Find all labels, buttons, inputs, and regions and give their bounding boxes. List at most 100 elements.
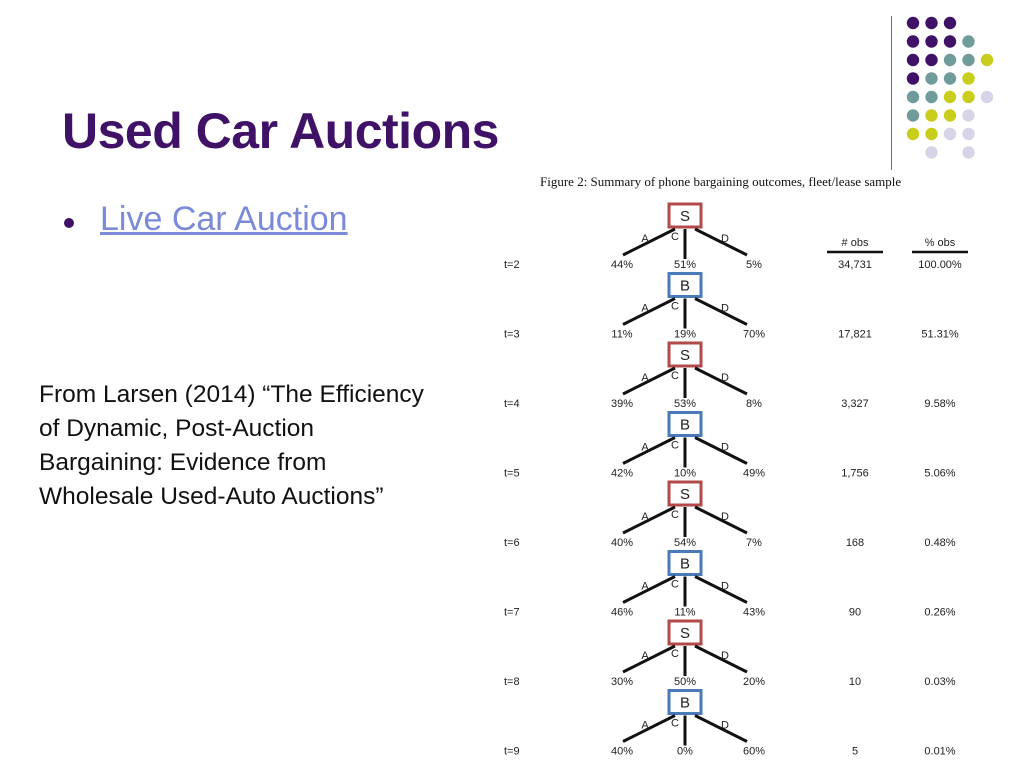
node-label: B bbox=[680, 695, 690, 712]
period-label: t=6 bbox=[504, 537, 520, 549]
obs-pct: 0.03% bbox=[924, 676, 955, 688]
branch-a-label: A bbox=[641, 233, 649, 245]
bargaining-figure: Figure 2: Summary of phone bargaining ou… bbox=[496, 168, 996, 768]
branch-d-label: D bbox=[721, 581, 729, 593]
counter-pct: 50% bbox=[674, 676, 696, 688]
decline-pct: 20% bbox=[743, 676, 765, 688]
node-s-box bbox=[667, 480, 703, 507]
decline-pct: 5% bbox=[746, 259, 762, 271]
decorative-dot bbox=[906, 72, 920, 85]
obs-pct: 0.01% bbox=[924, 746, 955, 758]
citation-line: of Dynamic, Post-Auction bbox=[39, 415, 315, 442]
branch-c-label: C bbox=[671, 370, 679, 382]
branch-c-label: C bbox=[671, 231, 679, 243]
decorative-dot bbox=[943, 53, 957, 67]
node-label: S bbox=[680, 208, 690, 225]
branch-c-label: C bbox=[671, 440, 679, 452]
branch-c-label: C bbox=[671, 579, 679, 591]
node-label: S bbox=[680, 486, 690, 503]
branch-d-line bbox=[694, 644, 748, 674]
decorative-dot bbox=[980, 90, 994, 104]
obs-pct: 5.06% bbox=[924, 468, 955, 480]
accept-pct: 46% bbox=[611, 607, 633, 619]
branch-a-line bbox=[622, 575, 676, 604]
citation-line: From Larsen (2014) “The Efficiency bbox=[39, 381, 424, 408]
obs-count: 168 bbox=[846, 537, 864, 549]
branch-d-label: D bbox=[721, 233, 729, 245]
decorative-dot bbox=[943, 35, 957, 48]
branch-d-line bbox=[694, 297, 748, 326]
bullet-dot-icon bbox=[64, 218, 74, 228]
accept-pct: 30% bbox=[611, 676, 633, 688]
obs-count: 5 bbox=[852, 746, 858, 758]
period-label: t=9 bbox=[504, 746, 520, 758]
counter-pct: 11% bbox=[674, 607, 695, 619]
branch-d-line bbox=[694, 505, 748, 535]
branch-a-label: A bbox=[641, 303, 649, 315]
citation-line: Wholesale Used-Auto Auctions” bbox=[39, 483, 384, 510]
branch-a-label: A bbox=[641, 511, 649, 523]
node-s-box bbox=[667, 341, 703, 368]
decline-pct: 7% bbox=[746, 537, 762, 549]
decorative-dot bbox=[962, 146, 975, 159]
obs-count: 10 bbox=[849, 676, 861, 688]
decorative-dot bbox=[943, 72, 957, 85]
decorative-dot bbox=[925, 16, 938, 30]
slide-title: Used Car Auctions bbox=[62, 103, 499, 159]
obs-count: 34,731 bbox=[838, 259, 872, 271]
branch-a-label: A bbox=[641, 372, 649, 384]
branch-a-label: A bbox=[641, 720, 649, 732]
pct-obs-header: % obs bbox=[925, 237, 956, 249]
branch-d-label: D bbox=[721, 720, 729, 732]
decorative-dot bbox=[943, 90, 957, 104]
accept-pct: 40% bbox=[611, 746, 633, 758]
period-label: t=8 bbox=[504, 676, 520, 688]
node-s-box bbox=[667, 202, 703, 229]
citation-line: Bargaining: Evidence from bbox=[39, 449, 327, 476]
accept-pct: 39% bbox=[611, 398, 633, 410]
obs-count: 90 bbox=[849, 607, 861, 619]
decorative-dot bbox=[943, 109, 957, 122]
decorative-dot bbox=[943, 127, 957, 141]
obs-header: # obs bbox=[842, 237, 869, 249]
node-b-box bbox=[667, 689, 703, 715]
decorative-dot bbox=[906, 109, 920, 122]
live-car-auction-link[interactable]: Live Car Auction bbox=[100, 200, 348, 238]
accept-pct: 11% bbox=[611, 329, 632, 341]
branch-a-line bbox=[622, 227, 676, 257]
obs-count: 1,756 bbox=[841, 468, 869, 480]
branch-d-label: D bbox=[721, 442, 729, 454]
obs-count: 3,327 bbox=[841, 398, 869, 410]
counter-pct: 51% bbox=[674, 259, 696, 271]
branch-a-line bbox=[622, 366, 676, 396]
decorative-dot bbox=[925, 127, 938, 141]
accept-pct: 44% bbox=[611, 259, 633, 271]
obs-pct: 9.58% bbox=[924, 398, 955, 410]
branch-d-label: D bbox=[721, 650, 729, 662]
branch-d-line bbox=[694, 227, 748, 257]
figure-caption: Figure 2: Summary of phone bargaining ou… bbox=[540, 174, 902, 189]
node-label: B bbox=[680, 556, 690, 573]
decorative-dot bbox=[925, 35, 938, 48]
obs-pct: 51.31% bbox=[921, 329, 959, 341]
period-label: t=7 bbox=[504, 607, 520, 619]
obs-pct: 0.26% bbox=[924, 607, 955, 619]
period-label: t=2 bbox=[504, 259, 520, 271]
counter-pct: 0% bbox=[677, 746, 693, 758]
node-label: S bbox=[680, 625, 690, 642]
branch-d-label: D bbox=[721, 372, 729, 384]
decorative-dot bbox=[962, 109, 975, 122]
branch-d-line bbox=[694, 366, 748, 396]
obs-pct: 100.00% bbox=[918, 259, 962, 271]
decorative-dot bbox=[962, 72, 975, 85]
accept-pct: 40% bbox=[611, 537, 633, 549]
decorative-dot bbox=[925, 72, 938, 85]
counter-pct: 19% bbox=[674, 329, 696, 341]
decorative-dot bbox=[906, 127, 920, 141]
decline-pct: 49% bbox=[743, 468, 765, 480]
decorative-dot bbox=[925, 146, 938, 159]
counter-pct: 54% bbox=[674, 537, 696, 549]
branch-a-line bbox=[622, 436, 676, 465]
node-b-box bbox=[667, 411, 703, 437]
